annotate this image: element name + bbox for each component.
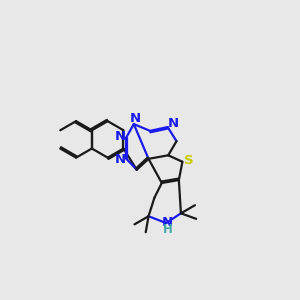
Text: N: N [167,117,178,130]
Text: S: S [184,154,194,167]
Text: N: N [115,130,126,143]
Text: H: H [163,223,172,236]
Text: N: N [115,153,126,166]
Text: N: N [162,216,173,229]
Text: N: N [130,112,141,125]
